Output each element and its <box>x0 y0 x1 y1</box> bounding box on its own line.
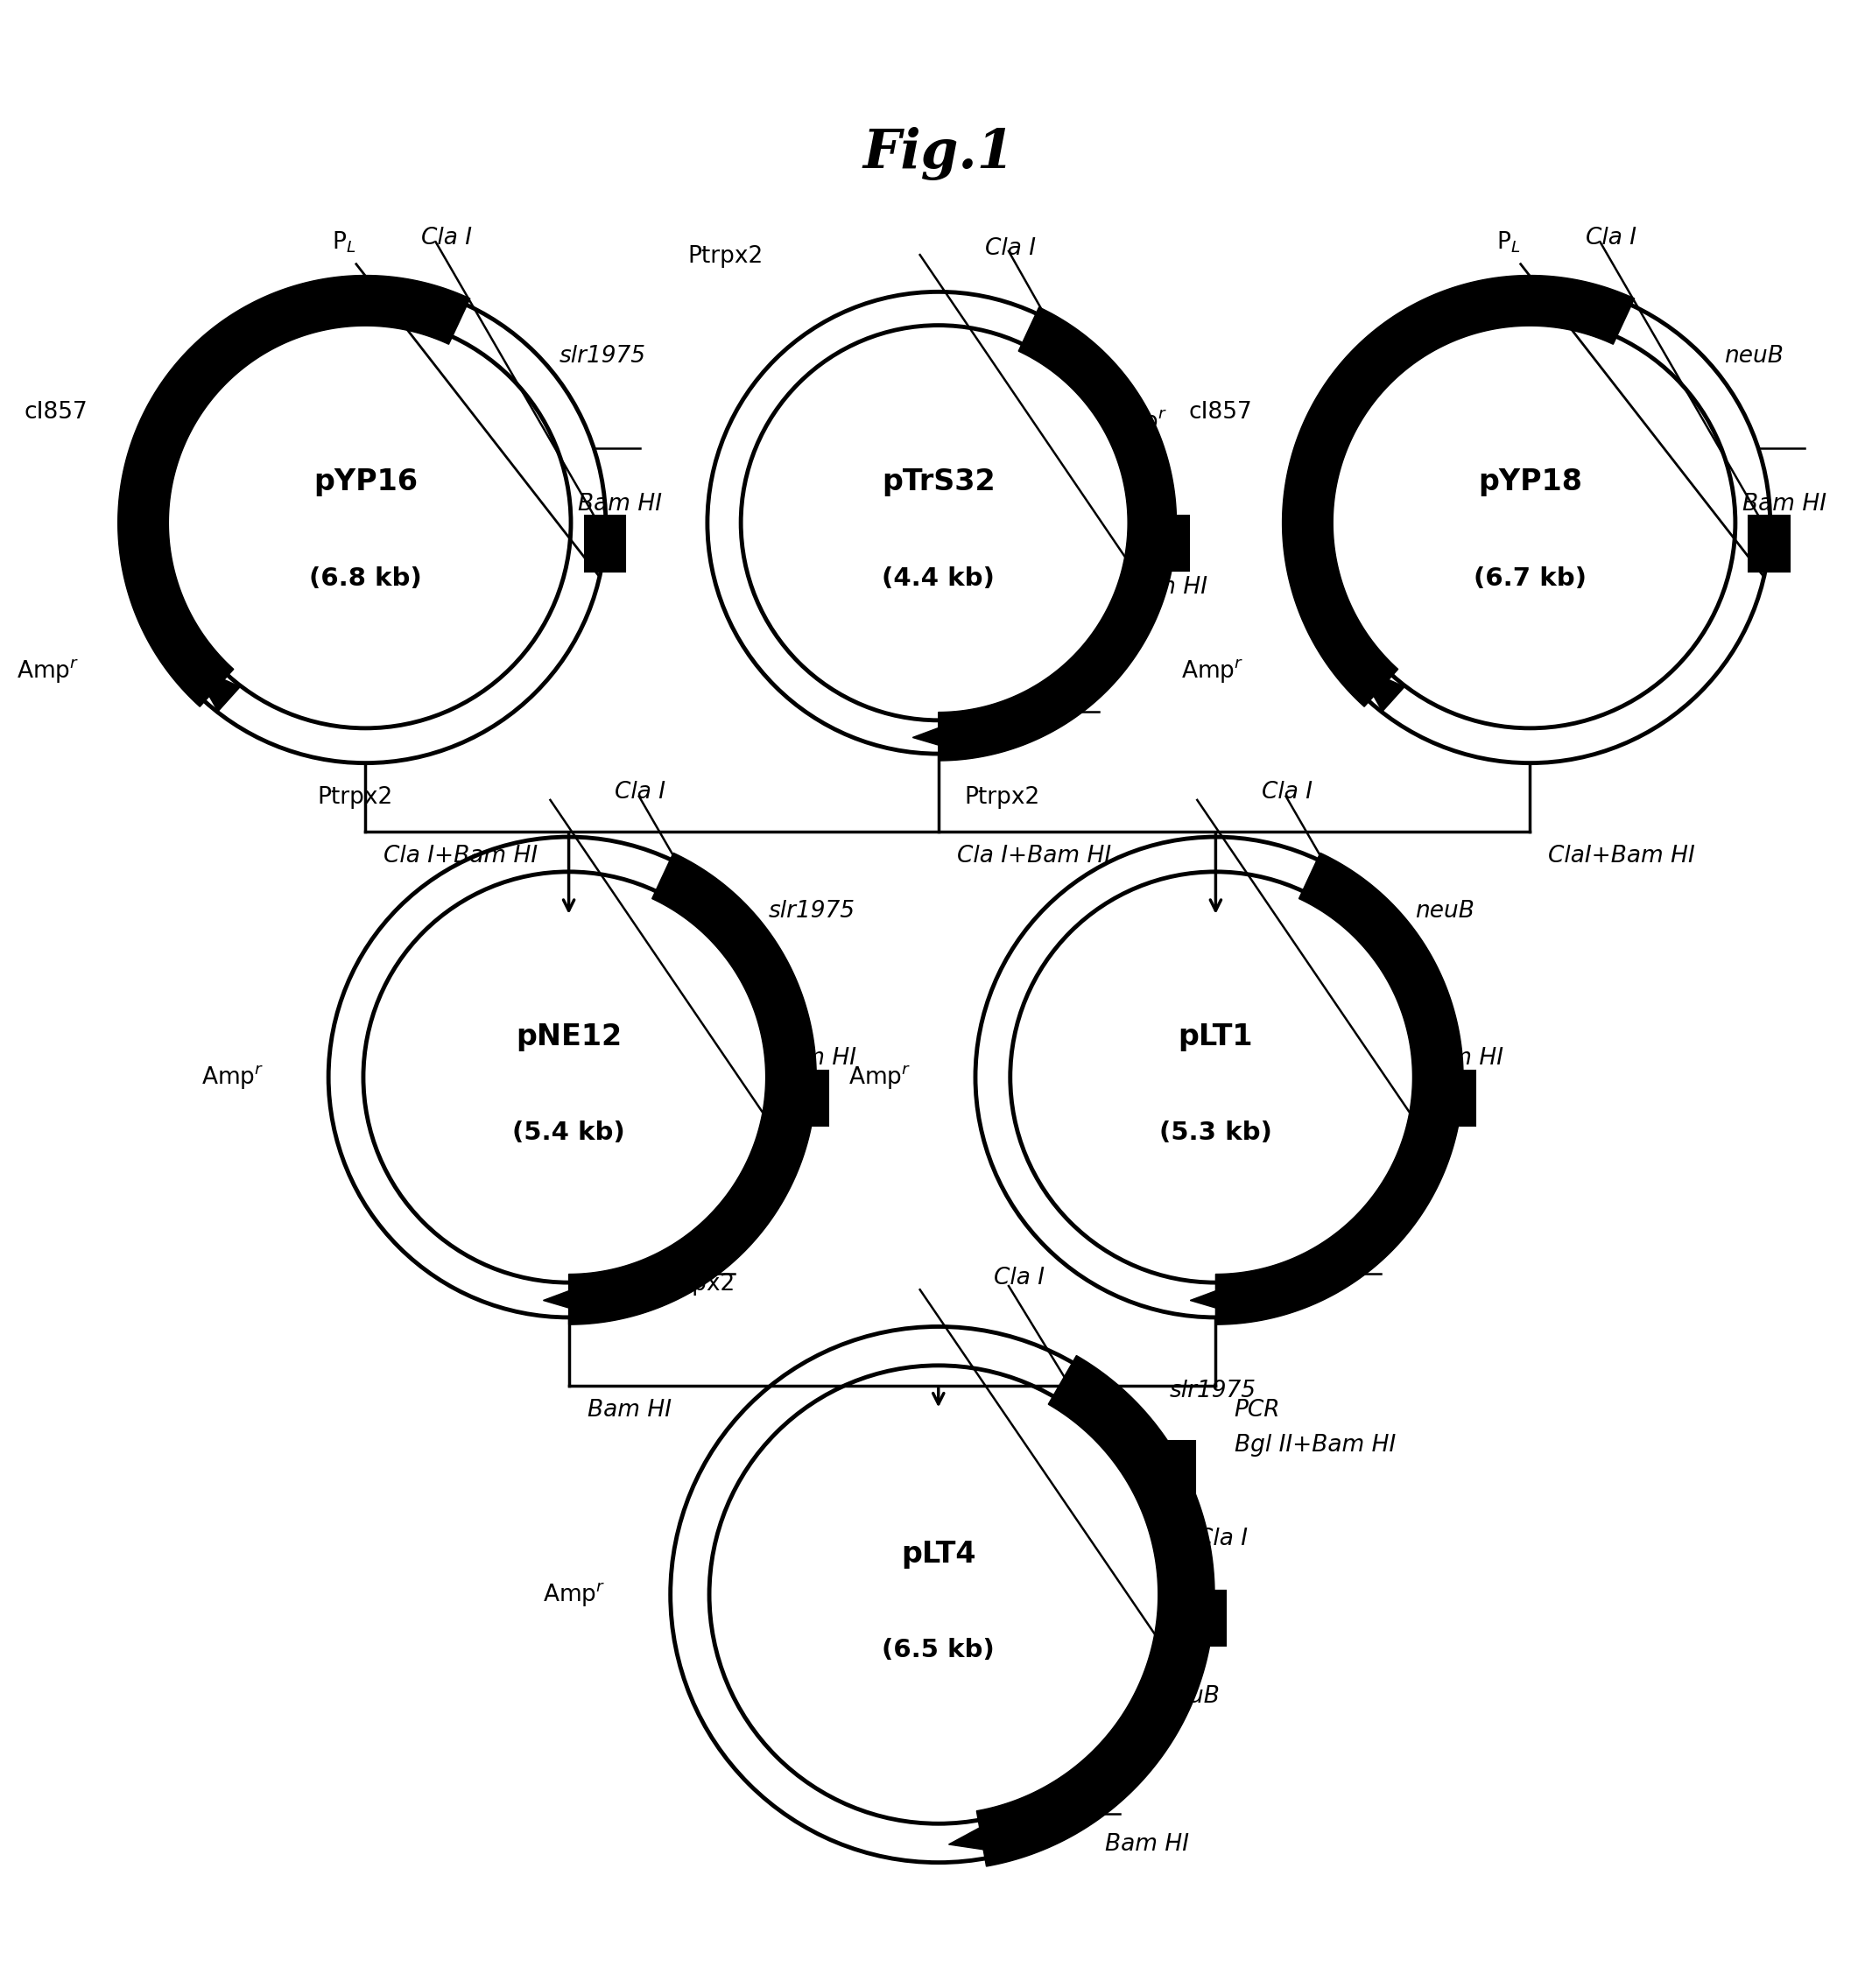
Text: Bam HI: Bam HI <box>1419 1048 1503 1070</box>
Text: Cla I+Bam HI: Cla I+Bam HI <box>384 845 539 867</box>
Polygon shape <box>949 1819 1002 1853</box>
Text: Bam HI: Bam HI <box>1104 1833 1188 1855</box>
Text: Bam HI: Bam HI <box>587 1400 671 1421</box>
Polygon shape <box>912 720 962 751</box>
Text: Cla I: Cla I <box>985 239 1035 260</box>
Text: Cla I: Cla I <box>1585 227 1636 248</box>
Text: Ptrpx2: Ptrpx2 <box>660 1272 735 1296</box>
Text: (6.8 kb): (6.8 kb) <box>310 567 421 590</box>
Text: P$_L$: P$_L$ <box>332 231 356 254</box>
Bar <box>1149 515 1188 571</box>
Text: Bgl II+Bam HI: Bgl II+Bam HI <box>1235 1433 1395 1457</box>
Text: pLT4: pLT4 <box>901 1539 975 1569</box>
Text: Bam HI: Bam HI <box>1742 493 1826 515</box>
Text: P$_L$: P$_L$ <box>1498 231 1520 254</box>
Bar <box>1434 1070 1475 1125</box>
Text: neuB: neuB <box>1723 346 1783 368</box>
Text: pTrS32: pTrS32 <box>882 467 996 497</box>
Text: Cla I: Cla I <box>615 781 666 803</box>
Polygon shape <box>1356 666 1404 712</box>
Text: (5.4 kb): (5.4 kb) <box>513 1121 625 1145</box>
Text: Cla I: Cla I <box>421 227 472 248</box>
Polygon shape <box>1216 853 1464 1324</box>
Text: Cla I: Cla I <box>1197 1527 1248 1551</box>
Text: (4.4 kb): (4.4 kb) <box>882 567 994 590</box>
Text: cI857: cI857 <box>1188 400 1253 423</box>
Polygon shape <box>543 1282 593 1316</box>
Bar <box>1184 1590 1225 1646</box>
Text: Cla I: Cla I <box>1263 781 1313 803</box>
Text: Amp$^r$: Amp$^r$ <box>1104 408 1167 435</box>
Text: Cla I+Bam HI: Cla I+Bam HI <box>957 845 1112 867</box>
Text: Fig.1: Fig.1 <box>863 127 1015 181</box>
Polygon shape <box>938 308 1177 761</box>
Text: pYP16: pYP16 <box>313 467 418 497</box>
Text: cI857: cI857 <box>24 400 88 423</box>
Text: Amp$^r$: Amp$^r$ <box>1181 658 1244 684</box>
Text: ClaI+Bam HI: ClaI+Bam HI <box>1548 845 1695 867</box>
Text: neuB: neuB <box>1416 899 1475 922</box>
Text: Amp$^r$: Amp$^r$ <box>17 658 78 684</box>
Text: Bam HI: Bam HI <box>772 1048 856 1070</box>
Text: pYP18: pYP18 <box>1477 467 1582 497</box>
Polygon shape <box>569 853 817 1324</box>
Text: Amp$^r$: Amp$^r$ <box>849 1064 910 1091</box>
Bar <box>787 1070 828 1125</box>
Text: neuB: neuB <box>1160 1684 1220 1708</box>
Text: pLT1: pLT1 <box>1179 1022 1253 1052</box>
Text: Ptrpx2: Ptrpx2 <box>317 787 394 809</box>
Polygon shape <box>1283 276 1634 706</box>
Bar <box>1154 1441 1195 1497</box>
Text: PCR: PCR <box>1235 1400 1279 1421</box>
Text: Cla I: Cla I <box>994 1266 1044 1290</box>
Text: Amp$^r$: Amp$^r$ <box>201 1064 263 1091</box>
Text: (5.3 kb): (5.3 kb) <box>1160 1121 1272 1145</box>
Text: Bam HI: Bam HI <box>578 493 662 515</box>
Text: (6.7 kb): (6.7 kb) <box>1473 567 1587 590</box>
Text: slr1975: slr1975 <box>1169 1380 1257 1404</box>
Text: slr1975: slr1975 <box>768 899 854 922</box>
Text: pNE12: pNE12 <box>517 1022 621 1052</box>
Text: Ptrpx2: Ptrpx2 <box>688 245 763 268</box>
Text: Bam HI: Bam HI <box>1123 577 1207 598</box>
Polygon shape <box>977 1356 1214 1867</box>
Bar <box>584 517 625 571</box>
Polygon shape <box>1190 1282 1240 1316</box>
Polygon shape <box>117 276 470 706</box>
Polygon shape <box>192 666 241 712</box>
Text: Amp$^r$: Amp$^r$ <box>543 1580 606 1608</box>
Text: (6.5 kb): (6.5 kb) <box>882 1638 994 1662</box>
Text: slr1975: slr1975 <box>560 346 645 368</box>
Bar <box>1749 517 1790 571</box>
Text: Ptrpx2: Ptrpx2 <box>964 787 1041 809</box>
